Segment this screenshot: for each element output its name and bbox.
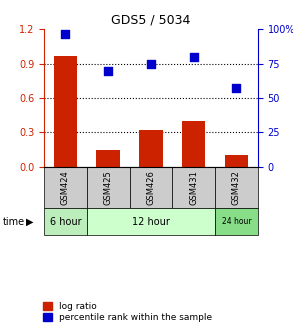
FancyBboxPatch shape — [44, 208, 87, 235]
Point — [63, 31, 68, 36]
Point — [191, 54, 196, 60]
Bar — [96, 150, 120, 167]
Bar — [182, 121, 205, 167]
FancyBboxPatch shape — [87, 167, 130, 208]
Point — [106, 68, 110, 73]
FancyBboxPatch shape — [215, 167, 258, 208]
Bar — [54, 56, 77, 167]
Bar — [225, 155, 248, 167]
Text: GSM426: GSM426 — [146, 170, 155, 205]
FancyBboxPatch shape — [87, 208, 215, 235]
Text: 6 hour: 6 hour — [50, 217, 81, 227]
Text: GSM424: GSM424 — [61, 170, 70, 205]
Text: 12 hour: 12 hour — [132, 217, 170, 227]
Point — [234, 86, 239, 91]
Point — [149, 61, 153, 66]
Text: GSM425: GSM425 — [104, 170, 113, 205]
FancyBboxPatch shape — [44, 167, 87, 208]
Text: GSM432: GSM432 — [232, 170, 241, 205]
Text: 24 hour: 24 hour — [222, 217, 251, 226]
Text: ▶: ▶ — [26, 217, 34, 227]
Text: GSM431: GSM431 — [189, 170, 198, 205]
Bar — [139, 130, 163, 167]
Legend: log ratio, percentile rank within the sample: log ratio, percentile rank within the sa… — [42, 301, 212, 322]
FancyBboxPatch shape — [172, 167, 215, 208]
Text: time: time — [3, 217, 25, 227]
FancyBboxPatch shape — [130, 167, 172, 208]
Title: GDS5 / 5034: GDS5 / 5034 — [111, 14, 190, 27]
FancyBboxPatch shape — [215, 208, 258, 235]
